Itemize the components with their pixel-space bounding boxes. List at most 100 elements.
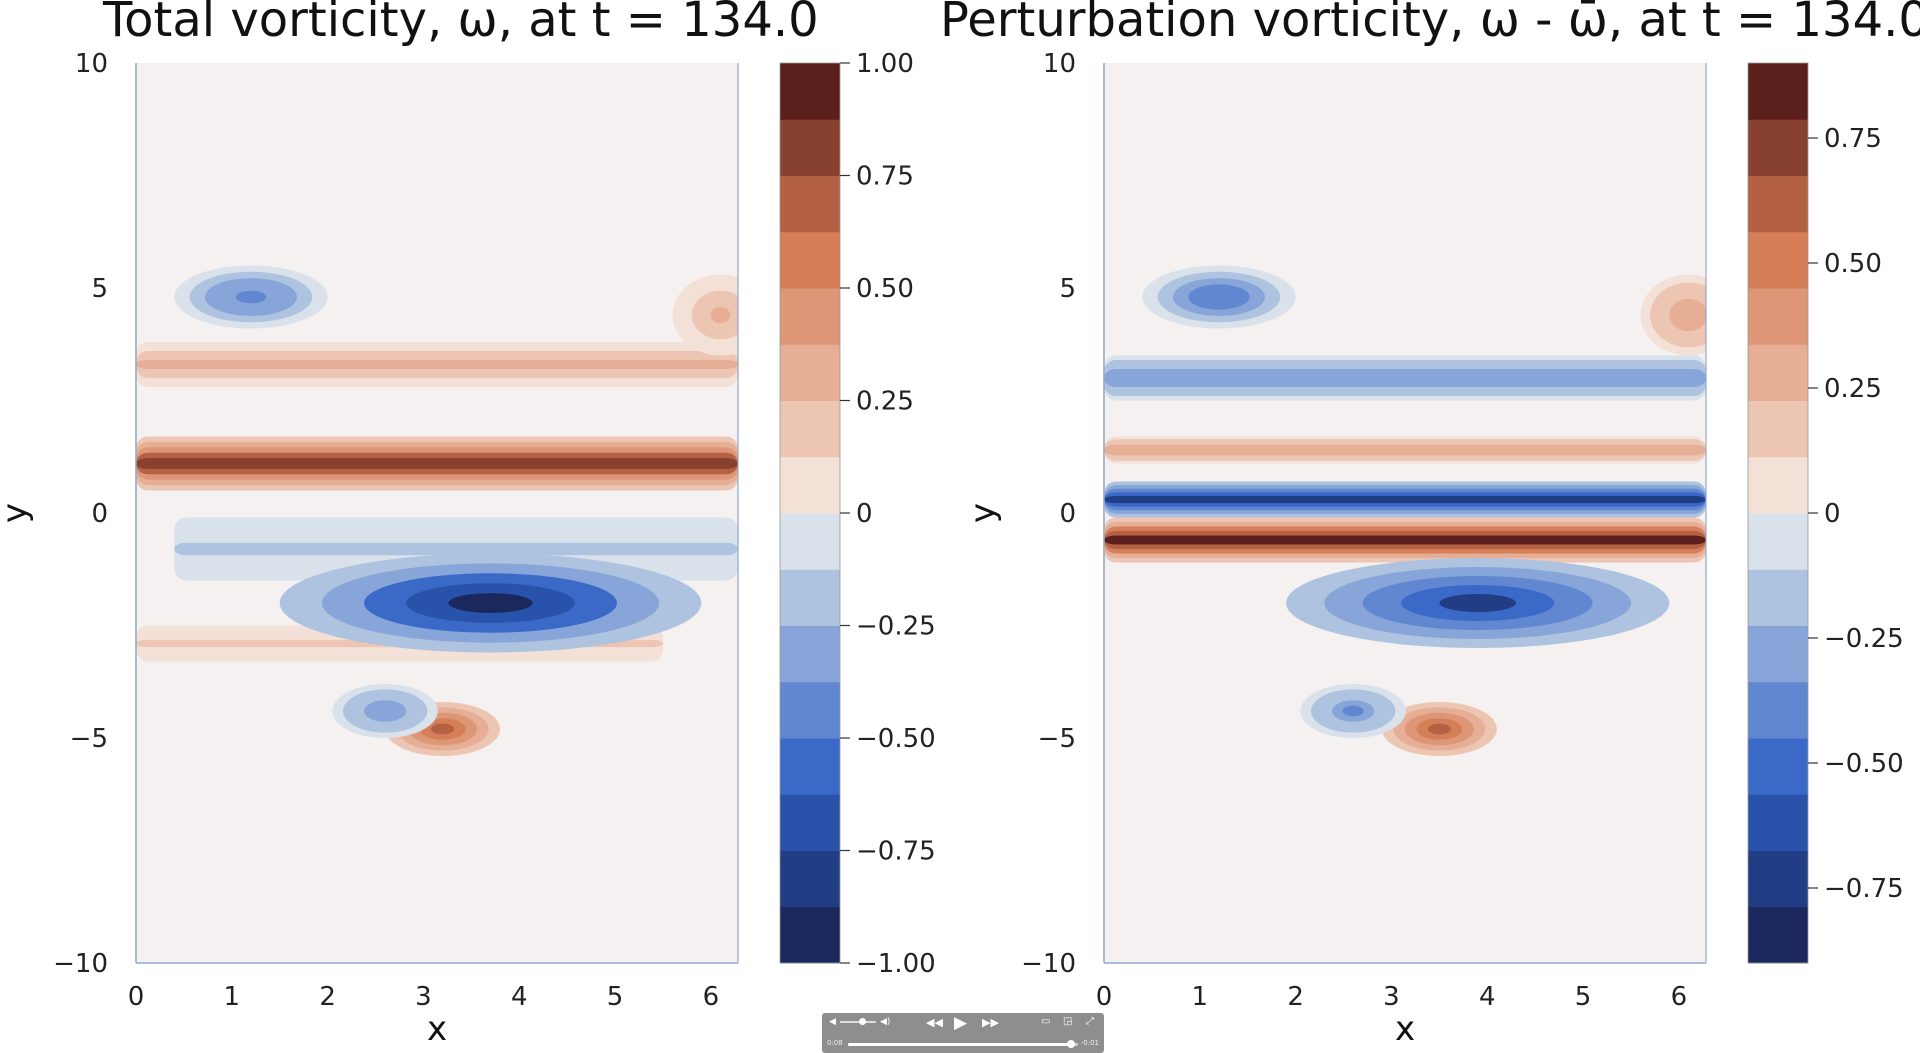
colorbar-tick-label: −0.25 xyxy=(1824,624,1904,654)
field-vortex-contour xyxy=(1203,290,1235,304)
colorbar-level xyxy=(780,794,840,851)
plot-1: 10 5 0 −5 −10 0 1 2 3 4 5 6 x y 1.00 0.75 0.50 0.25 0 −0.25… xyxy=(0,49,936,1049)
colorbar-tick-label: 0 xyxy=(1824,499,1841,529)
colorbar-level xyxy=(1748,400,1808,458)
plot-title-total: Total vorticity, ω, at t = 134.0 xyxy=(103,0,819,48)
colorbar: 0.75 0.50 0.25 0 −0.25 −0.50 −0.75 xyxy=(1747,62,1904,964)
fast-forward-icon[interactable]: ▶▶ xyxy=(982,1016,999,1029)
field-vortex-contour xyxy=(374,705,396,717)
field-vortex-contour xyxy=(1439,594,1517,612)
colorbar-level xyxy=(1748,175,1808,233)
x-tick-label: 5 xyxy=(607,982,624,1012)
y-tick-label: 5 xyxy=(91,274,108,304)
colorbar-tick-label: 0.75 xyxy=(856,162,914,192)
colorbar-tick-label: −0.75 xyxy=(856,837,936,867)
volume-knob[interactable] xyxy=(858,1018,866,1025)
y-tick-label: 0 xyxy=(91,499,108,529)
y-axis-label: y xyxy=(963,503,1003,523)
x-tick-label: 0 xyxy=(1096,982,1113,1012)
field-vortex-contour xyxy=(235,290,267,304)
colorbar-level xyxy=(780,569,840,626)
airplay-icon[interactable]: ▭ xyxy=(1041,1016,1051,1027)
colorbar-tick-label: −0.50 xyxy=(1824,749,1904,779)
colorbar-tick-label: −0.50 xyxy=(856,724,936,754)
colorbar-level xyxy=(780,400,840,458)
colorbar-tick-label: 0.25 xyxy=(1824,374,1882,404)
play-icon[interactable]: ▶ xyxy=(954,1013,968,1033)
y-tick-label: 10 xyxy=(1043,49,1076,79)
colorbar-level xyxy=(780,738,840,795)
y-tick-label: 0 xyxy=(1059,499,1076,529)
field-vortex-contour xyxy=(1427,723,1451,735)
picture-in-picture-icon[interactable]: ◲ xyxy=(1063,1016,1073,1027)
field-band-contour xyxy=(1104,535,1706,545)
colorbar-level xyxy=(1748,513,1808,570)
colorbar-level xyxy=(1748,738,1808,795)
y-tick-label: 5 xyxy=(1059,274,1076,304)
volume-max-icon[interactable]: ◀) xyxy=(880,1017,891,1027)
field-band-contour xyxy=(1104,447,1706,453)
colorbar-level xyxy=(1748,625,1808,683)
colorbar-level xyxy=(1748,63,1808,120)
plot-2: 10 5 0 −5 −10 0 1 2 3 4 5 6 x y 0.75 0.50 0.25 0 −0.25 −0.5… xyxy=(963,49,1904,1049)
x-tick-label: 6 xyxy=(703,982,720,1012)
field-vortex-contour xyxy=(1342,705,1364,717)
x-tick-label: 4 xyxy=(1479,982,1496,1012)
colorbar-tick-label: −1.00 xyxy=(856,949,936,979)
colorbar-level xyxy=(780,119,840,176)
x-tick-label: 3 xyxy=(1383,982,1400,1012)
seek-bar[interactable] xyxy=(848,1040,1078,1048)
field-vortex-contour xyxy=(1678,306,1699,324)
colorbar-tick-label: 0.50 xyxy=(856,274,914,304)
colorbar-tick-label: −0.75 xyxy=(1824,874,1904,904)
x-tick-label: 3 xyxy=(415,982,432,1012)
volume-slider[interactable] xyxy=(840,1018,876,1025)
x-tick-label: 6 xyxy=(1671,982,1688,1012)
colorbar-level xyxy=(1748,794,1808,851)
colorbar-level xyxy=(1748,681,1808,739)
current-time: 0:08 xyxy=(827,1039,843,1047)
field-band-contour xyxy=(174,542,738,556)
colorbar-level xyxy=(780,513,840,570)
fullscreen-icon[interactable]: ⤢ xyxy=(1086,1016,1094,1027)
colorbar-level xyxy=(780,456,840,514)
colorbar-tick-label: 0.25 xyxy=(856,387,914,417)
colorbar-level xyxy=(780,288,840,345)
plot-area xyxy=(136,63,738,963)
colorbar-level xyxy=(1748,231,1808,289)
colorbar-level xyxy=(1748,344,1808,401)
colorbar-level xyxy=(1748,456,1808,514)
colorbar-level xyxy=(1748,906,1808,964)
colorbar-level xyxy=(780,344,840,401)
rewind-icon[interactable]: ◀◀ xyxy=(926,1016,943,1029)
x-tick-label: 1 xyxy=(224,982,241,1012)
y-tick-label: −10 xyxy=(53,949,108,979)
vorticity-field xyxy=(1104,265,1706,756)
seek-bar-knob[interactable] xyxy=(1067,1040,1076,1048)
field-band-contour xyxy=(136,360,738,369)
colorbar-level xyxy=(780,906,840,964)
x-tick-label: 0 xyxy=(128,982,145,1012)
colorbar-tick-label: 0.75 xyxy=(1824,124,1882,154)
x-tick-label: 2 xyxy=(1287,982,1304,1012)
colorbar-tick-label: 0 xyxy=(856,499,873,529)
y-tick-label: −10 xyxy=(1021,949,1076,979)
colorbar-level xyxy=(780,850,840,908)
y-tick-label: 10 xyxy=(75,49,108,79)
x-tick-label: 2 xyxy=(319,982,336,1012)
colorbar-level xyxy=(780,625,840,683)
x-axis-label: x xyxy=(1395,1009,1415,1049)
x-tick-label: 1 xyxy=(1192,982,1209,1012)
field-vortex-contour xyxy=(710,306,731,324)
colorbar-level xyxy=(1748,850,1808,908)
colorbar-level xyxy=(780,175,840,233)
y-tick-label: −5 xyxy=(1038,724,1076,754)
x-axis-label: x xyxy=(427,1009,447,1049)
vorticity-field xyxy=(136,265,738,756)
x-tick-label: 4 xyxy=(511,982,528,1012)
video-player-controls[interactable]: ◀ ◀) ◀◀ ▶ ▶▶ ▭ ◲ ⤢ 0:08 -0:01 xyxy=(822,1013,1104,1053)
colorbar-level xyxy=(780,231,840,289)
volume-mute-icon[interactable]: ◀ xyxy=(829,1017,836,1027)
